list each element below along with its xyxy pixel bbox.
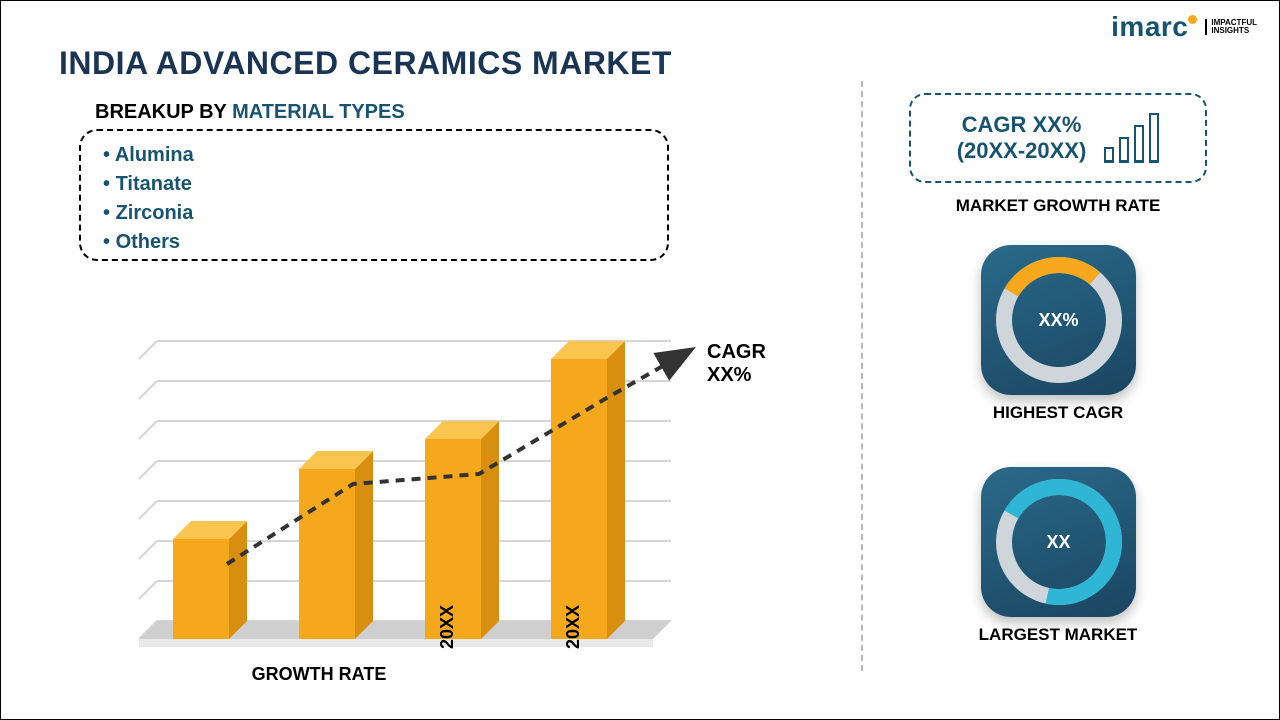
subtitle-prefix: BREAKUP BY (95, 101, 232, 123)
material-item: Others (103, 228, 645, 257)
cagr-line1: CAGR XX% (957, 112, 1087, 138)
cagr-box-text: CAGR XX% (20XX-20XX) (957, 112, 1087, 164)
page-title: INDIA ADVANCED CERAMICS MARKET (59, 45, 672, 82)
cagr-annotation: CAGR XX% (707, 341, 766, 387)
logo-text: imarc (1111, 11, 1188, 43)
largest-market-badge: XX (981, 467, 1136, 617)
bar-chart-svg: 20XX 20XX (79, 279, 719, 679)
material-item: Zirconia (103, 199, 645, 228)
highest-cagr-caption: HIGHEST CAGR (909, 403, 1207, 423)
mini-bar (1149, 113, 1159, 163)
largest-market-caption: LARGEST MARKET (909, 625, 1207, 645)
largest-market-value: XX (1046, 532, 1070, 553)
mini-bar (1134, 125, 1144, 163)
mini-bar (1119, 137, 1129, 163)
materials-list-box: AluminaTitanateZirconiaOthers (79, 129, 669, 261)
chart-x-axis-label: GROWTH RATE (79, 664, 559, 685)
mini-bar (1104, 147, 1114, 163)
material-item: Alumina (103, 141, 645, 170)
cagr-mini-bars-icon (1104, 113, 1159, 163)
materials-list: AluminaTitanateZirconiaOthers (103, 141, 645, 257)
material-item: Titanate (103, 170, 645, 199)
logo-dot-icon (1188, 15, 1197, 24)
infographic-page: imarc IMPACTFUL INSIGHTS INDIA ADVANCED … (0, 0, 1280, 720)
cagr-line2: (20XX-20XX) (957, 138, 1087, 164)
growth-rate-chart: 20XX20XX GROWTH RATE CAGR XX% (79, 279, 719, 679)
subtitle-accent: MATERIAL TYPES (232, 101, 405, 123)
highest-cagr-value: XX% (1038, 310, 1078, 331)
brand-logo: imarc IMPACTFUL INSIGHTS (1111, 11, 1257, 43)
breakup-subtitle: BREAKUP BY MATERIAL TYPES (95, 101, 405, 124)
logo-tagline: IMPACTFUL INSIGHTS (1205, 19, 1257, 35)
cagr-growth-box: CAGR XX% (20XX-20XX) (909, 93, 1207, 183)
svg-text:20XX: 20XX (563, 605, 583, 649)
vertical-divider (861, 81, 863, 671)
svg-text:20XX: 20XX (437, 605, 457, 649)
market-growth-caption: MARKET GROWTH RATE (909, 196, 1207, 216)
highest-cagr-badge: XX% (981, 245, 1136, 395)
